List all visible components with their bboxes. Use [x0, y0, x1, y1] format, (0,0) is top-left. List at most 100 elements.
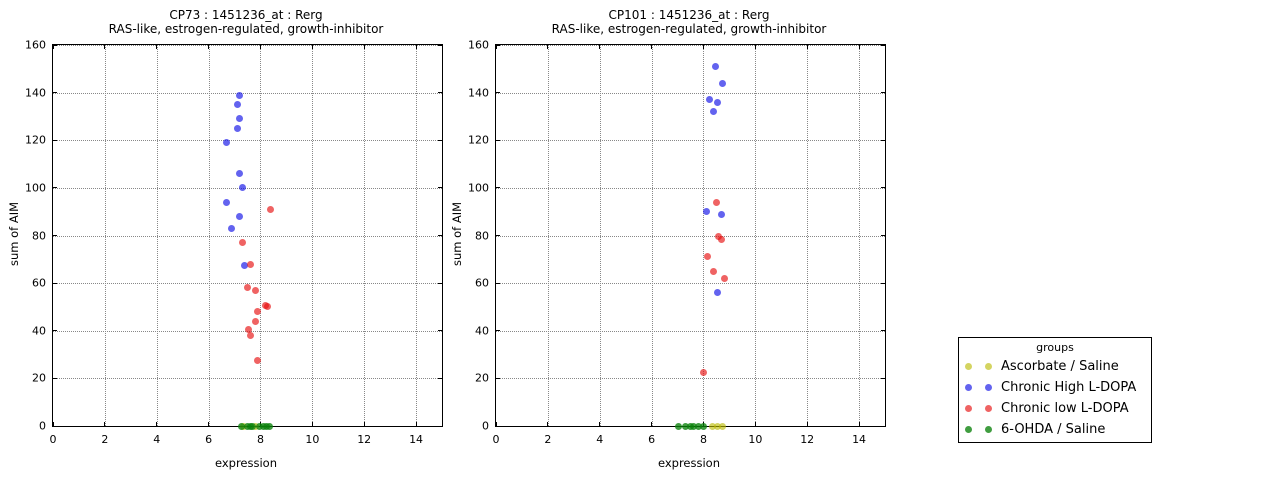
gridline — [496, 140, 885, 142]
legend-row-6ohda: 6-OHDA / Saline — [965, 419, 1145, 440]
tick-mark — [311, 45, 313, 49]
cp101-title-line2: RAS-like, estrogen-regulated, growth-inh… — [551, 22, 827, 36]
cp73-title-line2: RAS-like, estrogen-regulated, growth-inh… — [108, 22, 384, 36]
data-point — [719, 79, 727, 87]
data-point — [710, 108, 718, 116]
gridline — [53, 140, 442, 142]
legend-marker-icon — [965, 384, 972, 391]
tick-mark — [53, 139, 57, 141]
tick-mark — [415, 422, 417, 426]
tick-mark — [53, 330, 57, 332]
tick-mark — [53, 235, 57, 236]
data-point — [720, 274, 728, 282]
y-tick-label: 160 — [468, 38, 489, 52]
y-tick-label: 120 — [25, 133, 46, 147]
y-tick-label: 40 — [32, 324, 46, 338]
legend-label: Ascorbate / Saline — [1001, 359, 1119, 374]
gridline — [496, 378, 885, 380]
legend-label: Chronic High L-DOPA — [1001, 380, 1137, 395]
y-tick-label: 20 — [32, 371, 46, 385]
tick-mark — [438, 425, 442, 427]
tick-mark — [496, 377, 500, 379]
data-point — [711, 62, 719, 70]
data-point — [236, 170, 244, 178]
tick-mark — [881, 377, 885, 379]
tick-mark — [363, 422, 365, 426]
tick-mark — [53, 92, 57, 94]
y-tick-label: 160 — [25, 38, 46, 52]
tick-mark — [496, 235, 500, 236]
y-tick-label: 140 — [468, 86, 489, 100]
gridline — [496, 330, 885, 332]
y-tick-label: 0 — [39, 419, 46, 433]
tick-mark — [599, 45, 601, 49]
tick-mark — [599, 422, 601, 426]
data-point — [236, 115, 244, 123]
legend-marker-icon — [985, 405, 992, 412]
tick-mark — [415, 45, 417, 49]
data-point — [681, 422, 689, 430]
data-point — [223, 198, 231, 206]
data-point — [236, 212, 244, 220]
tick-mark — [806, 422, 808, 426]
data-point — [236, 91, 244, 99]
tick-mark — [651, 45, 653, 49]
tick-mark — [881, 282, 885, 284]
tick-mark — [496, 187, 500, 189]
tick-mark — [52, 45, 54, 49]
data-point — [702, 208, 710, 216]
y-tick-label: 100 — [25, 181, 46, 195]
data-point — [254, 357, 262, 365]
cp101-title-line1: CP101 : 1451236_at : Rerg — [608, 8, 770, 22]
y-tick-label: 20 — [475, 371, 489, 385]
tick-mark — [53, 425, 57, 427]
legend-label: Chronic low L-DOPA — [1001, 401, 1129, 416]
tick-mark — [496, 44, 500, 46]
legend-title: groups — [1036, 341, 1074, 354]
tick-mark — [438, 377, 442, 379]
x-tick-label: 8 — [699, 433, 707, 446]
data-point — [244, 284, 251, 292]
cp73-xlabel: expression — [214, 456, 278, 470]
tick-mark — [104, 45, 106, 49]
data-point — [223, 139, 231, 147]
y-tick-label: 60 — [475, 276, 489, 290]
tick-mark — [438, 235, 442, 236]
x-tick-label: 6 — [205, 433, 213, 446]
cp101-title: CP101 : 1451236_at : Rerg RAS-like, estr… — [552, 8, 827, 36]
x-tick-label: 12 — [800, 433, 815, 446]
data-point — [717, 235, 725, 243]
data-point — [267, 205, 275, 213]
gridline — [53, 45, 442, 46]
tick-mark — [754, 422, 756, 426]
tick-mark — [547, 45, 549, 49]
cp101-xlabel: expression — [657, 456, 721, 470]
legend-row-chronic-high: Chronic High L-DOPA — [965, 377, 1145, 398]
tick-mark — [496, 425, 500, 427]
y-tick-label: 80 — [475, 229, 489, 242]
gridline — [496, 235, 885, 237]
tick-mark — [881, 92, 885, 94]
tick-mark — [881, 139, 885, 141]
tick-mark — [881, 330, 885, 332]
gridline — [53, 378, 442, 380]
cp73-ylabel: sum of AIM — [7, 201, 21, 267]
tick-mark — [208, 422, 210, 426]
data-point — [718, 210, 726, 218]
data-point — [694, 422, 702, 430]
tick-mark — [53, 187, 57, 189]
tick-mark — [104, 422, 106, 426]
gridline — [53, 235, 442, 237]
tick-mark — [156, 45, 158, 49]
tick-mark — [881, 425, 885, 427]
tick-mark — [438, 187, 442, 189]
legend-marker-icon — [965, 363, 972, 370]
tick-mark — [438, 330, 442, 332]
gridline — [53, 187, 442, 189]
legend-marker-icon — [965, 426, 972, 433]
tick-mark — [495, 45, 497, 49]
legend-row-chronic-low: Chronic low L-DOPA — [965, 398, 1145, 419]
data-point — [264, 303, 272, 311]
tick-mark — [496, 92, 500, 94]
data-point — [251, 286, 259, 294]
